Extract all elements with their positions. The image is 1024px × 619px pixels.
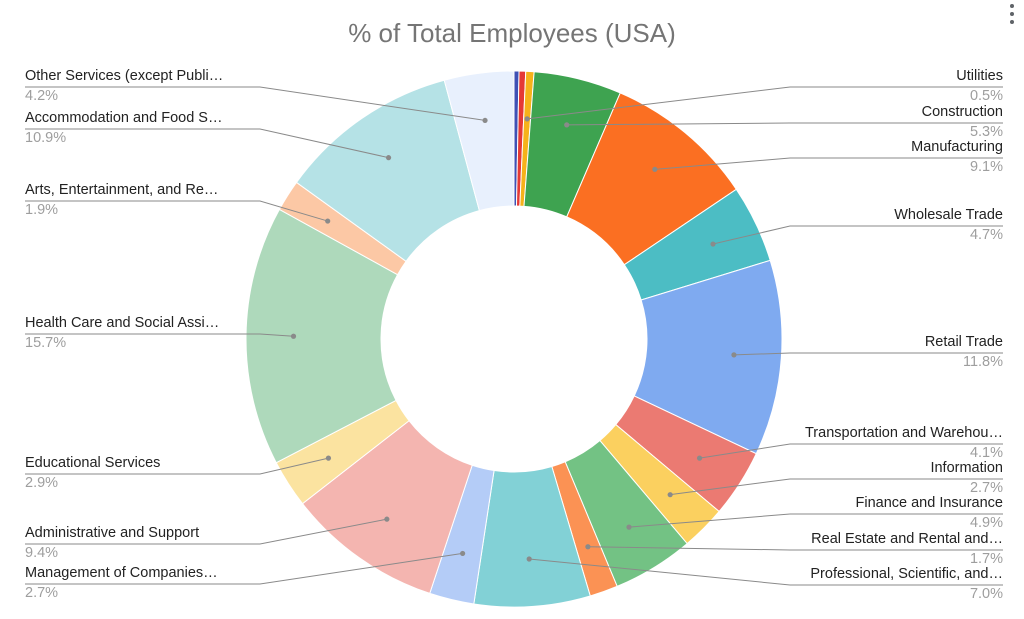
leader-line — [654, 157, 1003, 170]
leader-dot — [385, 155, 392, 161]
slice-label: Information — [930, 460, 1003, 476]
leader-dot — [526, 556, 532, 562]
leader-dot — [384, 516, 390, 522]
slice-percent-label: 9.4% — [25, 545, 58, 561]
leader-line — [25, 457, 329, 475]
leader-line — [587, 546, 1003, 551]
slice-percent-label: 9.1% — [970, 159, 1003, 175]
leader-line — [25, 86, 486, 121]
leader-line — [25, 200, 328, 222]
leader-line — [25, 128, 389, 159]
slice-percent-label: 0.5% — [970, 88, 1003, 104]
pie-slice[interactable] — [443, 70, 515, 212]
menu-dot — [1010, 20, 1014, 24]
more-options-icon[interactable] — [1006, 2, 1018, 26]
slice-label: Educational Services — [25, 455, 160, 471]
leader-line — [628, 513, 1003, 528]
leader-dot — [325, 455, 332, 461]
leader-dot — [652, 166, 658, 172]
slice-label: Health Care and Social Assi… — [25, 315, 219, 331]
leader-line — [566, 122, 1003, 126]
slice-percent-label: 2.7% — [970, 480, 1003, 496]
slice-label: Transportation and Warehou… — [805, 425, 1003, 441]
slice-percent-label: 15.7% — [25, 335, 66, 351]
slice-label: Wholesale Trade — [894, 207, 1003, 223]
slice-label: Utilities — [956, 68, 1003, 84]
slice-label: Other Services (except Publi… — [25, 68, 223, 84]
leader-line — [25, 333, 294, 337]
leader-dot — [482, 117, 488, 124]
slice-percent-label: 2.7% — [25, 585, 58, 601]
slice-label: Management of Companies… — [25, 565, 218, 581]
leader-line — [25, 552, 463, 585]
slice-label: Administrative and Support — [25, 525, 199, 541]
chart-title: % of Total Employees (USA) — [348, 18, 676, 48]
slice-label: Construction — [922, 104, 1003, 120]
leader-line — [25, 518, 387, 545]
slice-percent-label: 4.2% — [25, 88, 58, 104]
leader-dot — [524, 116, 530, 122]
leader-dot — [696, 455, 703, 461]
slice-percent-label: 2.9% — [25, 475, 58, 491]
leader-dot — [710, 241, 716, 247]
leader-dot — [585, 544, 591, 550]
slice-label: Manufacturing — [911, 139, 1003, 155]
menu-dot — [1010, 12, 1014, 16]
slice-label: Professional, Scientific, and… — [810, 566, 1003, 582]
slice-percent-label: 4.9% — [970, 515, 1003, 531]
slice-label: Arts, Entertainment, and Re… — [25, 182, 218, 198]
leader-line — [712, 225, 1003, 245]
leader-line — [529, 558, 1003, 586]
slice-percent-label: 11.8% — [963, 354, 1003, 370]
leader-line — [670, 478, 1003, 496]
leader-dot — [325, 218, 331, 224]
slice-percent-label: 1.9% — [25, 202, 58, 218]
leader-dot — [460, 550, 466, 557]
leader-dot — [731, 352, 737, 358]
slice-percent-label: 7.0% — [970, 586, 1003, 602]
leader-dot — [564, 122, 570, 128]
menu-dot — [1010, 4, 1014, 8]
leader-line — [527, 86, 1003, 120]
leader-dot — [667, 492, 673, 498]
pie-slice[interactable] — [245, 208, 399, 464]
slice-percent-label: 5.3% — [970, 124, 1003, 140]
slice-label: Real Estate and Rental and… — [811, 531, 1003, 547]
slice-label: Retail Trade — [925, 334, 1003, 350]
slice-percent-label: 4.1% — [970, 445, 1003, 461]
leader-dot — [290, 333, 297, 339]
leader-dot — [626, 524, 632, 530]
slice-percent-label: 4.7% — [970, 227, 1003, 243]
leader-line — [733, 352, 1003, 356]
leader-line — [699, 443, 1003, 459]
slice-percent-label: 10.9% — [25, 130, 66, 146]
slice-label: Finance and Insurance — [855, 495, 1003, 511]
slice-percent-label: 1.7% — [970, 551, 1003, 567]
slice-label: Accommodation and Food S… — [25, 110, 222, 126]
